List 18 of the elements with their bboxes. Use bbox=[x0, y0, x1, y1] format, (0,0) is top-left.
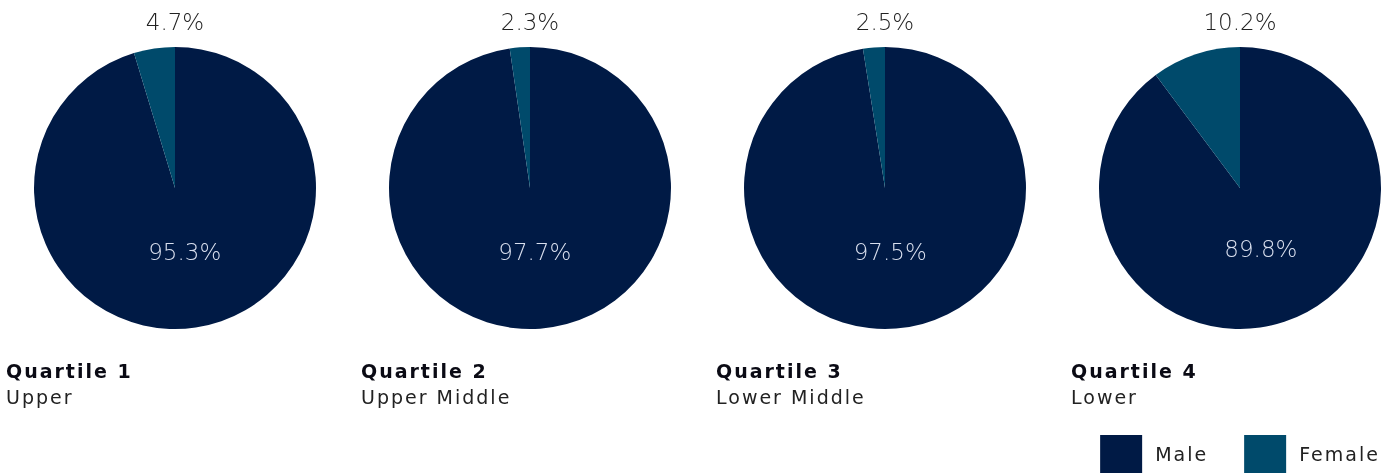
text: Upper Middle bbox=[361, 386, 512, 408]
data-label: 2.5% bbox=[855, 8, 915, 35]
text: Quartile 2 bbox=[361, 360, 488, 382]
data-label: 2.3% bbox=[500, 8, 560, 35]
text: Lower Middle bbox=[716, 386, 866, 408]
legend-label: Male bbox=[1155, 443, 1209, 465]
text: Quartile 4 bbox=[1071, 360, 1198, 382]
data-label: 97.5% bbox=[853, 239, 927, 266]
data-label: 95.3% bbox=[148, 238, 222, 265]
data-label: 97.7% bbox=[498, 239, 572, 266]
text: Upper bbox=[6, 386, 74, 408]
text: Quartile 3 bbox=[716, 360, 843, 382]
data-label: 10.2% bbox=[1203, 8, 1277, 35]
text: Quartile 1 bbox=[6, 360, 133, 382]
legend-label: Female bbox=[1299, 443, 1380, 465]
data-label: 4.7% bbox=[145, 8, 205, 35]
text: Lower bbox=[1071, 386, 1138, 408]
data-label: 89.8% bbox=[1224, 235, 1298, 262]
